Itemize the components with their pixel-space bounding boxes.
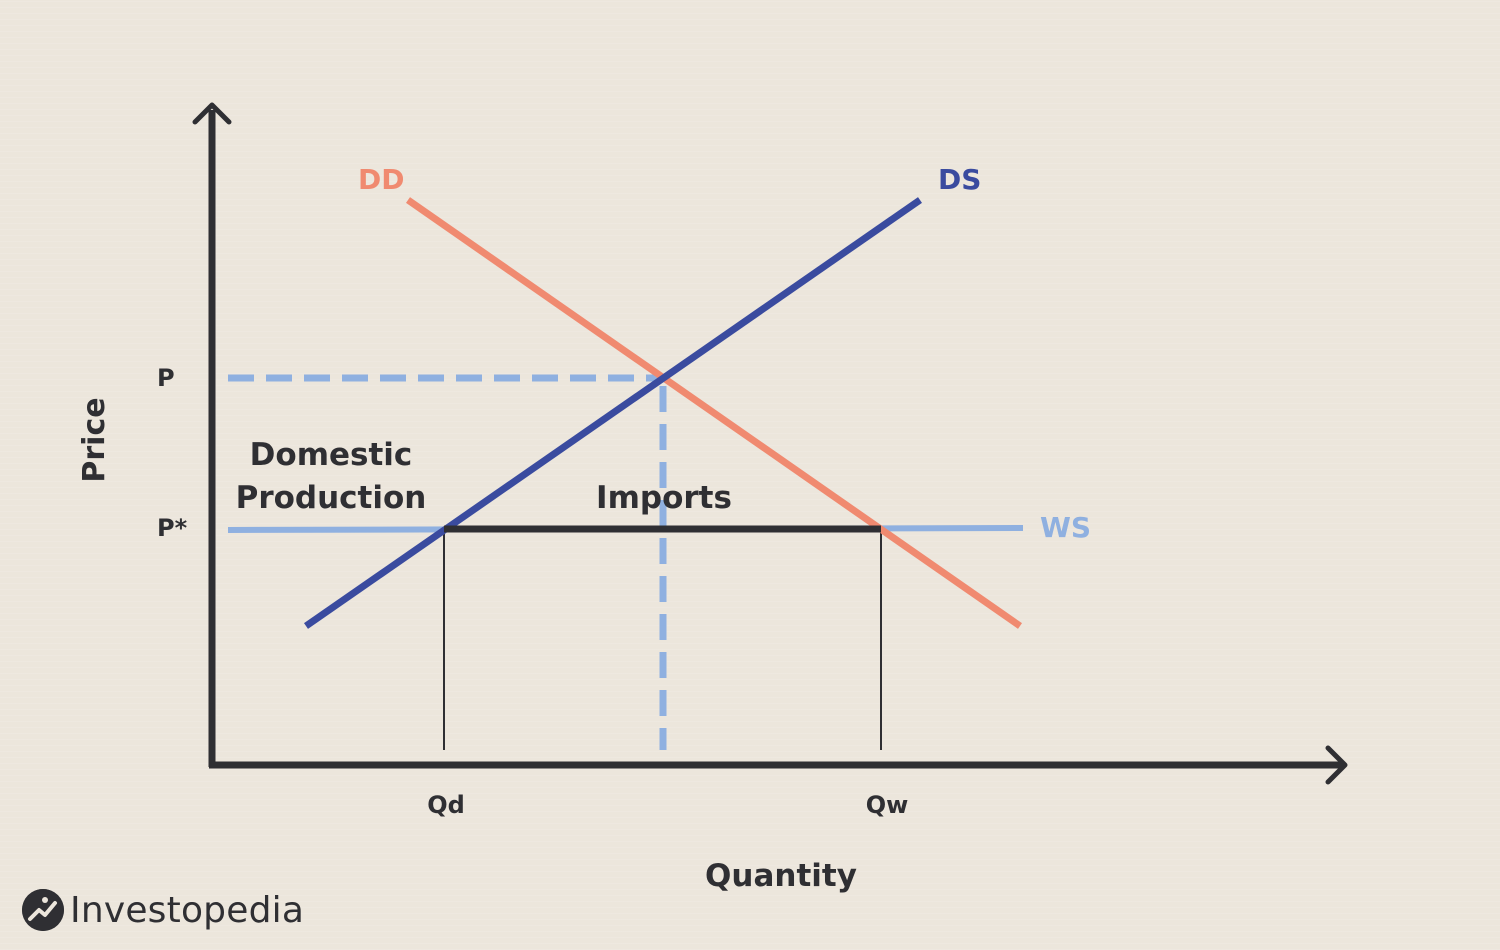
equilibrium-guides xyxy=(228,374,667,750)
investopedia-logo: Investopedia xyxy=(22,884,304,936)
domestic-supply-curve xyxy=(304,197,922,629)
imports-label: Imports xyxy=(596,480,732,516)
y-axis-title: Price xyxy=(77,397,112,482)
demand-label: DD xyxy=(358,163,404,196)
world-supply-label: WS xyxy=(1040,511,1091,544)
domestic-production-label-line2: Production xyxy=(236,480,427,516)
price-p-star-label: P* xyxy=(157,514,188,542)
quantity-qw-label: Qw xyxy=(866,791,909,819)
axes xyxy=(192,102,1348,785)
x-axis-arrowhead xyxy=(1325,745,1348,785)
supply-label: DS xyxy=(938,163,981,196)
investopedia-logo-icon xyxy=(22,889,64,931)
quantity-qd-label: Qd xyxy=(427,791,465,819)
y-axis-arrowhead xyxy=(192,102,232,125)
domestic-production-label-line1: Domestic xyxy=(250,437,413,473)
domestic-demand-curve xyxy=(406,197,1022,629)
investopedia-wordmark: Investopedia xyxy=(70,889,305,931)
price-p-label: P xyxy=(157,364,175,392)
x-axis-title: Quantity xyxy=(705,858,857,894)
